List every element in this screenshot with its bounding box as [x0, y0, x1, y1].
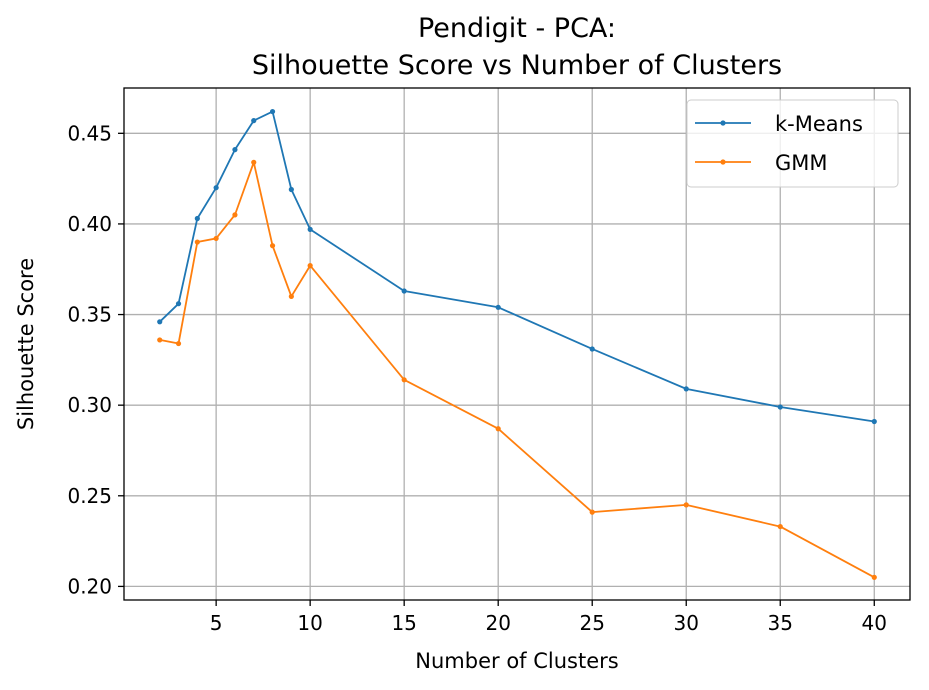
x-tick-label: 40 [862, 611, 887, 635]
x-tick-label: 20 [485, 611, 510, 635]
legend: k-Means GMM [686, 99, 899, 188]
data-point-k-means [157, 319, 163, 325]
data-point-gmm [401, 377, 407, 383]
data-point-k-means [495, 304, 501, 310]
data-point-gmm [232, 212, 238, 218]
legend-gmm-marker [720, 159, 726, 165]
data-point-gmm [157, 337, 163, 343]
data-point-gmm [871, 574, 877, 580]
data-point-gmm [288, 293, 294, 300]
data-point-k-means [307, 226, 313, 232]
data-point-k-means [175, 301, 182, 307]
data-point-gmm [175, 340, 182, 347]
y-tick-label: 0.20 [67, 574, 112, 598]
y-tick-label: 0.30 [67, 393, 112, 417]
data-point-k-means [401, 288, 407, 294]
data-point-gmm [683, 502, 689, 508]
y-tick-label: 0.40 [67, 212, 112, 236]
data-point-k-means [589, 346, 595, 352]
data-point-k-means [232, 147, 238, 153]
y-tick-label: 0.25 [67, 484, 112, 508]
data-point-k-means [251, 118, 257, 124]
x-tick-label: 25 [579, 611, 604, 635]
legend-gmm-label: GMM [775, 151, 828, 175]
data-point-k-means [288, 186, 294, 193]
x-axis-label: Number of Clusters [415, 649, 618, 673]
data-point-k-means [194, 215, 200, 222]
x-tick-label: 5 [210, 611, 223, 635]
x-tick-label: 15 [391, 611, 416, 635]
data-point-gmm [307, 263, 313, 269]
data-point-gmm [495, 426, 501, 432]
data-point-k-means [777, 404, 783, 410]
legend-box [686, 99, 899, 188]
y-axis-label: Silhouette Score [14, 258, 38, 430]
chart-title-line-2: Silhouette Score vs Number of Clusters [252, 50, 782, 81]
data-point-k-means [213, 185, 219, 191]
x-tick-label: 10 [297, 611, 322, 635]
data-point-gmm [589, 509, 595, 515]
x-tick-label: 30 [674, 611, 699, 635]
data-point-gmm [194, 239, 200, 245]
series-layer [157, 108, 877, 580]
legend-kmeans-label: k-Means [775, 112, 863, 136]
data-point-k-means [871, 418, 877, 425]
data-point-k-means [683, 386, 689, 392]
data-point-gmm [213, 235, 219, 242]
data-point-gmm [777, 523, 783, 530]
data-point-k-means [269, 108, 276, 115]
data-point-gmm [251, 159, 257, 165]
legend-kmeans-marker [720, 120, 726, 126]
x-tick-label: 35 [768, 611, 793, 635]
y-tick-label: 0.35 [67, 303, 112, 327]
y-tick-label: 0.45 [67, 121, 112, 145]
chart-title-line-1: Pendigit - PCA: [418, 13, 616, 44]
tick-layer: 5 10 15 20 25 30 35 40 0.20 0.25 0.30 0.35 0.40 0.45 [67, 121, 887, 635]
plot-frame [123, 87, 911, 601]
data-point-gmm [269, 243, 276, 249]
